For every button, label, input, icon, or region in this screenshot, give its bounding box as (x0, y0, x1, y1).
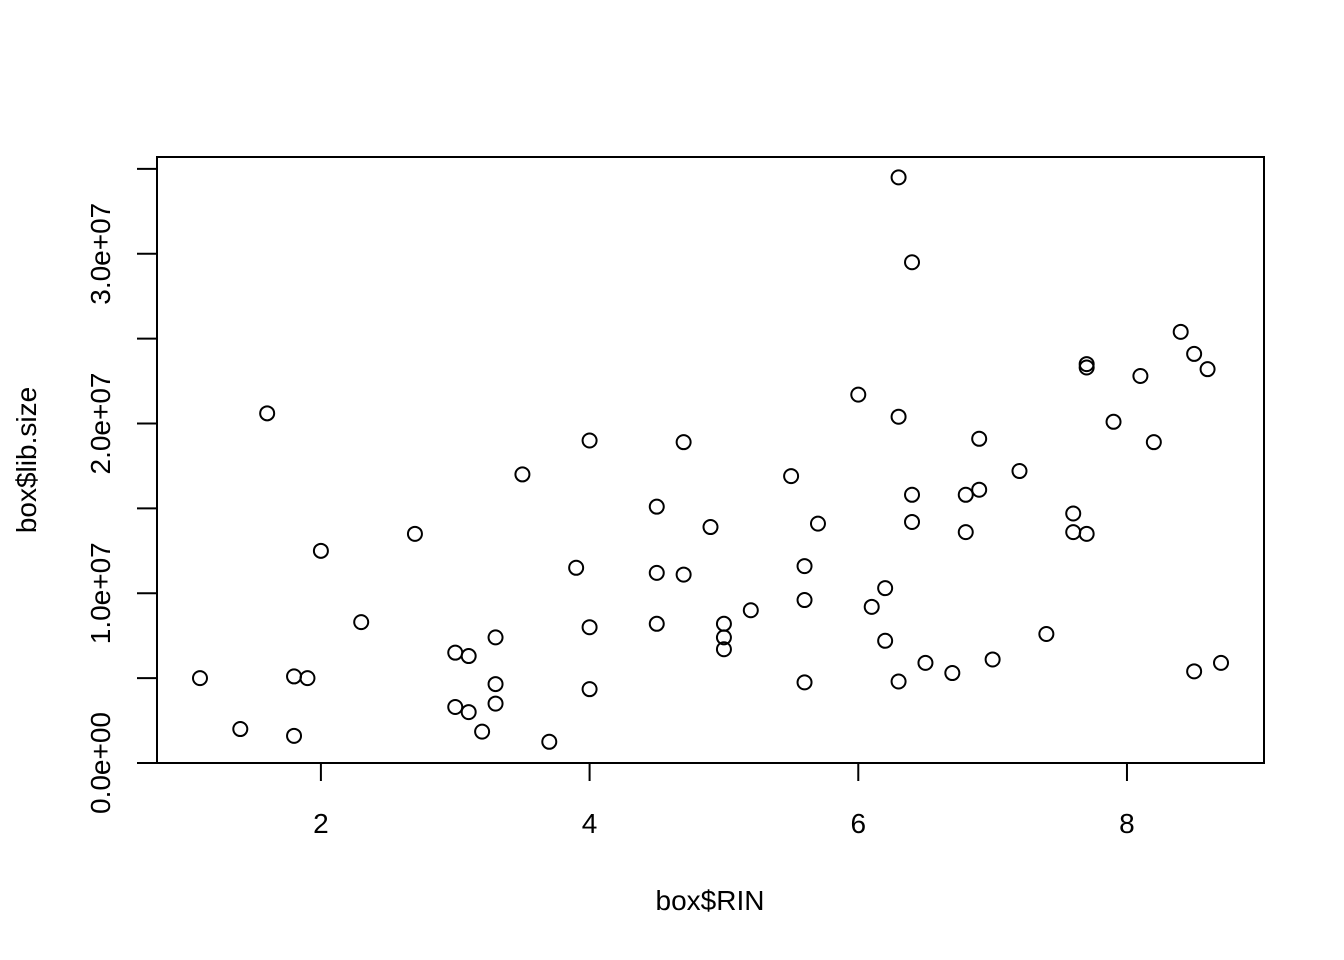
data-point (715, 615, 732, 632)
data-point (971, 430, 988, 447)
x-tick-label: 2 (313, 808, 329, 839)
data-point (877, 632, 894, 649)
data-point (581, 681, 598, 698)
data-point (742, 602, 759, 619)
data-point (1065, 524, 1082, 541)
data-point (1078, 356, 1095, 373)
data-point (1038, 625, 1055, 642)
data-point (286, 727, 303, 744)
data-point (796, 592, 813, 609)
data-point (675, 434, 692, 451)
data-point (648, 498, 665, 515)
data-point (917, 654, 934, 671)
data-point (702, 519, 719, 536)
data-point (1145, 434, 1162, 451)
data-point (904, 513, 921, 530)
data-points (191, 169, 1230, 750)
data-point (447, 644, 464, 661)
data-point (232, 721, 249, 738)
data-point (1078, 359, 1095, 376)
data-point (487, 629, 504, 646)
data-point (568, 559, 585, 576)
x-tick-label: 4 (582, 808, 598, 839)
data-point (1078, 525, 1095, 542)
data-point (944, 665, 961, 682)
data-point (796, 558, 813, 575)
x-axis-ticks: 2 4 6 8 (313, 763, 1135, 839)
y-axis-label: box$lib.size (11, 387, 42, 533)
data-point (1172, 323, 1189, 340)
data-point (890, 169, 907, 186)
data-point (353, 614, 370, 631)
data-point (460, 648, 477, 665)
data-point (890, 408, 907, 425)
data-point (487, 695, 504, 712)
data-point (1213, 654, 1230, 671)
data-point (1105, 413, 1122, 430)
data-point (863, 598, 880, 615)
data-point (809, 515, 826, 532)
data-point (460, 704, 477, 721)
data-point (648, 615, 665, 632)
data-point (675, 566, 692, 583)
data-point (474, 723, 491, 740)
data-point (971, 481, 988, 498)
data-point (312, 542, 329, 559)
data-point (259, 405, 276, 422)
data-point (1132, 367, 1149, 384)
y-axis-ticks: 0.0e+00 1.0e+07 2.0e+07 3.0e+07 (85, 167, 157, 814)
data-point (487, 676, 504, 693)
data-point (1199, 361, 1216, 378)
data-point (877, 580, 894, 597)
data-point (796, 674, 813, 691)
data-point (1011, 463, 1028, 480)
data-point (648, 564, 665, 581)
data-point (406, 525, 423, 542)
data-point (783, 468, 800, 485)
data-point (447, 698, 464, 715)
data-point (191, 670, 208, 687)
data-point (715, 629, 732, 646)
y-tick-label: 3.0e+07 (85, 203, 116, 305)
data-point (299, 670, 316, 687)
y-tick-label: 2.0e+07 (85, 373, 116, 475)
y-tick-label: 1.0e+07 (85, 542, 116, 644)
data-point (984, 651, 1001, 668)
data-point (1186, 345, 1203, 362)
y-tick-label: 0.0e+00 (85, 712, 116, 814)
data-point (1065, 505, 1082, 522)
data-point (957, 524, 974, 541)
data-point (514, 466, 531, 483)
data-point (904, 254, 921, 271)
data-point (715, 641, 732, 658)
data-point (904, 486, 921, 503)
x-tick-label: 8 (1119, 808, 1135, 839)
plot-frame (156, 156, 1265, 764)
data-point (581, 619, 598, 636)
data-point (1186, 663, 1203, 680)
data-point (957, 486, 974, 503)
data-point (541, 733, 558, 750)
x-tick-label: 6 (850, 808, 866, 839)
data-point (581, 432, 598, 449)
data-point (890, 673, 907, 690)
data-point (286, 668, 303, 685)
data-point (850, 386, 867, 403)
x-axis-label: box$RIN (656, 885, 765, 916)
